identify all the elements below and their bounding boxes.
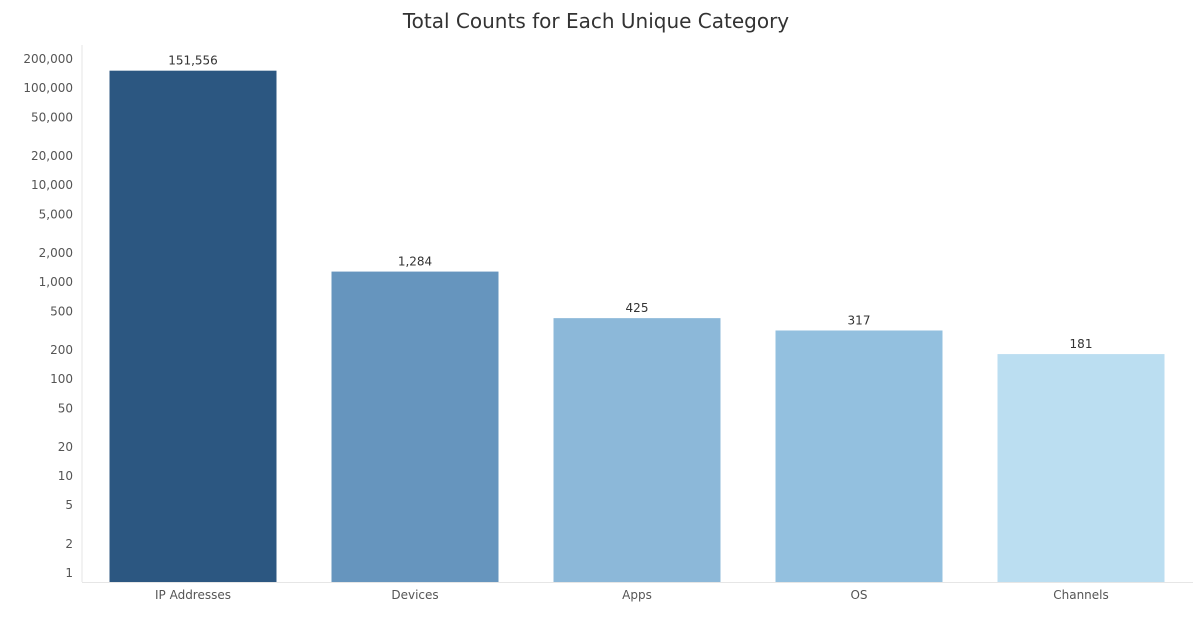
y-tick-label: 10,000 bbox=[31, 178, 73, 192]
axis-lines bbox=[81, 45, 1193, 583]
bar bbox=[109, 70, 277, 582]
x-tick-label: Channels bbox=[1053, 588, 1109, 602]
y-tick-label: 2,000 bbox=[39, 246, 73, 260]
y-tick-label: 200,000 bbox=[23, 52, 73, 66]
data-label: 181 bbox=[1070, 337, 1093, 351]
data-label: 425 bbox=[626, 301, 649, 315]
y-axis-ticks: 1 2 5 10 20 50 100 200 500 1,000 2,000 5,000 10,000 2… bbox=[23, 52, 73, 580]
x-tick-label: Apps bbox=[622, 588, 652, 602]
data-label: 1,284 bbox=[398, 255, 432, 269]
data-label: 151,556 bbox=[168, 54, 218, 68]
y-tick-label: 5,000 bbox=[39, 207, 73, 221]
y-tick-label: 50 bbox=[58, 401, 73, 415]
y-tick-label: 500 bbox=[50, 304, 73, 318]
y-tick-label: 1,000 bbox=[39, 275, 73, 289]
bar bbox=[775, 330, 943, 582]
bars bbox=[109, 70, 1165, 582]
y-tick-label: 1 bbox=[65, 566, 73, 580]
x-tick-label: OS bbox=[850, 588, 867, 602]
bar bbox=[331, 271, 499, 582]
x-tick-label: Devices bbox=[391, 588, 438, 602]
data-label: 317 bbox=[848, 313, 871, 327]
y-tick-label: 10 bbox=[58, 469, 73, 483]
y-tick-label: 5 bbox=[65, 498, 73, 512]
bar bbox=[553, 318, 721, 582]
x-axis-labels: IP Addresses Devices Apps OS Channels bbox=[155, 588, 1109, 602]
y-tick-label: 100,000 bbox=[23, 81, 73, 95]
y-tick-label: 100 bbox=[50, 372, 73, 386]
data-labels: 151,556 1,284 425 317 181 bbox=[168, 54, 1092, 351]
y-tick-label: 200 bbox=[50, 343, 73, 357]
y-tick-label: 50,000 bbox=[31, 110, 73, 124]
x-tick-label: IP Addresses bbox=[155, 588, 231, 602]
y-tick-label: 2 bbox=[65, 537, 73, 551]
y-tick-label: 20,000 bbox=[31, 149, 73, 163]
bar bbox=[997, 354, 1165, 582]
chart-title: Total Counts for Each Unique Category bbox=[402, 9, 789, 33]
y-tick-label: 20 bbox=[58, 440, 73, 454]
